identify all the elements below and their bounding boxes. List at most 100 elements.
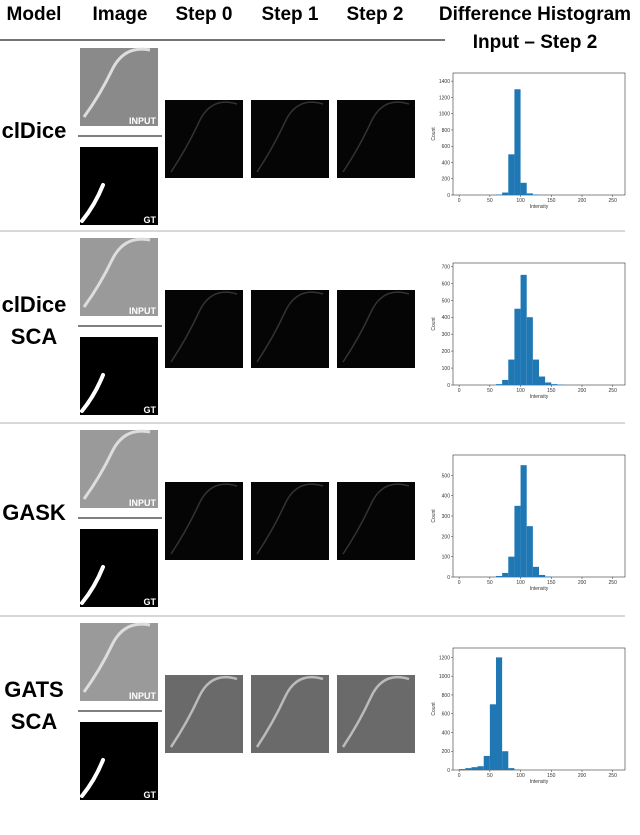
header-step0: Step 0 <box>175 4 232 25</box>
input-label: INPUT <box>129 116 157 126</box>
hist-bar <box>502 572 509 577</box>
x-tick-label: 50 <box>487 580 493 586</box>
gt-label: GT <box>144 215 157 225</box>
y-axis-label: Count <box>431 702 437 716</box>
hist-bar <box>532 566 539 577</box>
y-tick-label: 400 <box>442 494 451 500</box>
step-image <box>165 290 243 368</box>
gt-vessel <box>80 373 105 413</box>
x-tick-label: 250 <box>609 580 618 586</box>
hist-bar <box>471 767 478 770</box>
hist-bar <box>514 89 521 195</box>
hist-bar <box>520 182 527 195</box>
step-image <box>251 482 329 560</box>
step-image <box>337 100 415 178</box>
y-tick-label: 200 <box>442 177 451 183</box>
y-tick-label: 600 <box>442 281 451 287</box>
step-vessel <box>170 101 238 173</box>
step-image <box>337 290 415 368</box>
step-image <box>251 100 329 178</box>
model-name: GASK <box>2 500 66 525</box>
model-name: clDice <box>2 292 67 317</box>
y-tick-label: 1400 <box>439 79 450 85</box>
y-tick-label: 1000 <box>439 112 450 118</box>
header-step1: Step 1 <box>261 4 318 25</box>
header-hist-subtitle: Input – Step 2 <box>473 32 598 53</box>
y-tick-label: 800 <box>442 128 451 134</box>
step-image <box>165 100 243 178</box>
hist-bar <box>508 154 515 195</box>
hist-bar <box>477 766 484 770</box>
y-tick-label: 800 <box>442 693 451 699</box>
step-vessel <box>170 291 238 363</box>
x-tick-label: 150 <box>547 388 556 394</box>
input-label: INPUT <box>129 498 157 508</box>
hist-bar <box>496 575 503 577</box>
x-tick-label: 250 <box>609 388 618 394</box>
hist-bar <box>526 526 533 577</box>
y-tick-label: 1000 <box>439 674 450 680</box>
hist-bar <box>551 384 558 385</box>
hist-bar <box>508 359 515 385</box>
hist-frame <box>452 454 626 578</box>
hist-bar <box>502 192 509 195</box>
x-tick-label: 150 <box>547 580 556 586</box>
input-vessel <box>82 622 151 693</box>
step-image <box>165 482 243 560</box>
hist-bar <box>489 704 496 770</box>
y-tick-label: 300 <box>442 332 451 338</box>
x-axis-label: Intensity <box>530 394 549 400</box>
y-tick-label: 400 <box>442 160 451 166</box>
y-tick-label: 200 <box>442 749 451 755</box>
gt-image <box>80 337 158 415</box>
y-tick-label: 500 <box>442 473 451 479</box>
x-tick-label: 50 <box>487 773 493 779</box>
x-axis-label: Intensity <box>530 204 549 210</box>
gt-label: GT <box>144 790 157 800</box>
x-tick-label: 200 <box>578 773 587 779</box>
step-vessel <box>170 483 238 555</box>
hist-bar <box>532 359 539 385</box>
y-tick-label: 400 <box>442 315 451 321</box>
x-tick-label: 200 <box>578 580 587 586</box>
x-tick-label: 200 <box>578 388 587 394</box>
hist-bar <box>539 376 546 385</box>
header-image: Image <box>93 4 148 25</box>
model-name: clDice <box>2 118 67 143</box>
y-tick-label: 0 <box>447 768 450 774</box>
y-tick-label: 100 <box>442 366 451 372</box>
y-tick-label: 300 <box>442 514 451 520</box>
x-tick-label: 250 <box>609 773 618 779</box>
x-tick-label: 50 <box>487 388 493 394</box>
y-tick-label: 600 <box>442 144 451 150</box>
y-tick-label: 0 <box>447 575 450 581</box>
hist-bar <box>526 317 533 385</box>
y-tick-label: 1200 <box>439 95 450 101</box>
header-step2: Step 2 <box>346 4 403 25</box>
x-tick-label: 0 <box>458 580 461 586</box>
step-vessel <box>342 291 410 363</box>
gt-image <box>80 529 158 607</box>
x-tick-label: 100 <box>516 773 525 779</box>
y-tick-label: 0 <box>447 193 450 199</box>
gt-label: GT <box>144 405 157 415</box>
model-name: SCA <box>11 324 58 349</box>
step-image <box>337 482 415 560</box>
gt-image <box>80 722 158 800</box>
y-tick-label: 700 <box>442 264 451 270</box>
x-tick-label: 150 <box>547 198 556 204</box>
x-tick-label: 0 <box>458 388 461 394</box>
header-hist-title: Difference Histogram <box>439 4 631 25</box>
gt-vessel <box>80 183 105 223</box>
y-tick-label: 100 <box>442 555 451 561</box>
step-vessel <box>256 291 324 363</box>
step-vessel <box>256 483 324 555</box>
input-label: INPUT <box>129 691 157 701</box>
hist-bar <box>496 657 503 770</box>
step-image <box>251 290 329 368</box>
input-vessel <box>82 237 151 308</box>
hist-bar <box>526 193 533 195</box>
y-tick-label: 600 <box>442 712 451 718</box>
gt-image <box>80 147 158 225</box>
